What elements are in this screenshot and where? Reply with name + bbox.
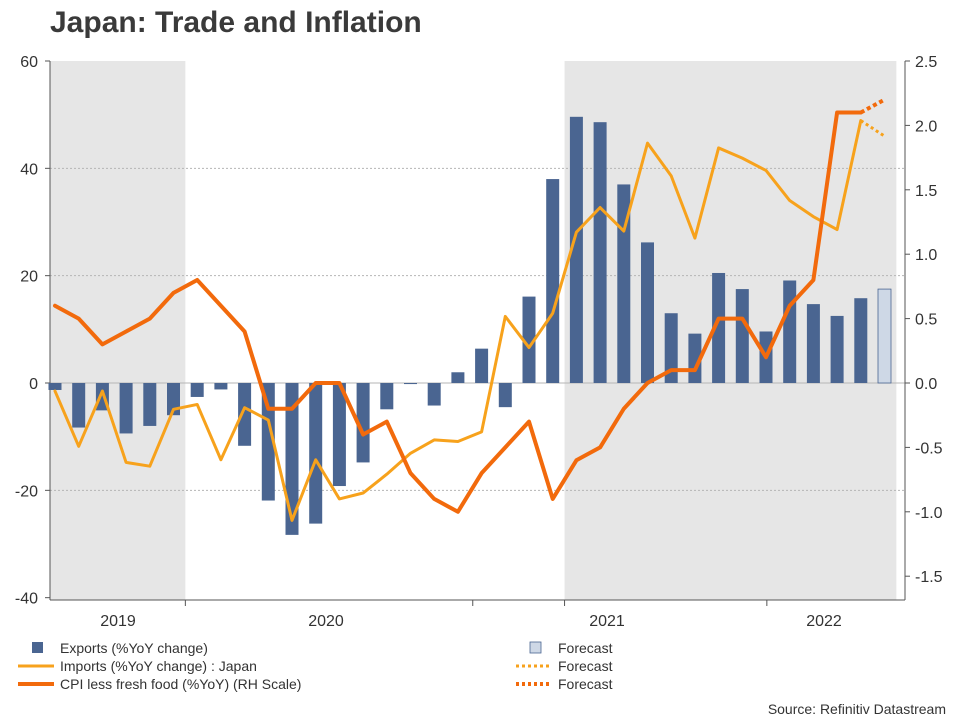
legend-label: Exports (%YoY change): [60, 640, 208, 656]
export-bar: [783, 280, 797, 383]
right-tick-label: 2.5: [915, 54, 937, 71]
export-bar: [72, 383, 86, 428]
imports-forecast-line: [859, 119, 886, 138]
cpi-line: [53, 110, 863, 514]
export-bar: [830, 315, 844, 383]
export-bar: [332, 383, 346, 487]
right-tick-label: 0.0: [915, 376, 937, 393]
right-tick-label: 1.5: [915, 183, 937, 200]
year-label-2022: 2022: [806, 613, 842, 630]
year-label-2021: 2021: [589, 613, 625, 630]
legend-label: Imports (%YoY change) : Japan: [60, 658, 257, 674]
right-tick-label: -1.5: [915, 569, 943, 586]
export-bar: [356, 383, 370, 463]
export-bar: [498, 383, 512, 408]
export-bar: [712, 272, 726, 383]
export-bar: [451, 372, 465, 383]
export-bar: [380, 383, 394, 410]
export-bar: [143, 383, 157, 426]
export-bar: [593, 122, 607, 384]
export-bar: [427, 383, 441, 406]
right-tick-label: 2.0: [915, 118, 937, 135]
export-bar: [546, 179, 560, 383]
left-tick-label: 60: [20, 54, 38, 71]
chart-title: Japan: Trade and Inflation: [50, 6, 422, 39]
export-bar: [641, 242, 654, 383]
right-tick-label: -1.0: [915, 505, 943, 522]
export-bar: [238, 383, 252, 446]
export-bar: [404, 383, 417, 385]
year-label-2019: 2019: [100, 613, 136, 630]
forecast-bar: [877, 288, 892, 384]
export-bar: [522, 296, 536, 383]
export-bar: [617, 184, 631, 383]
export-bar: [48, 383, 62, 390]
export-bar: [854, 298, 868, 383]
export-bar: [475, 348, 489, 383]
legend-label: CPI less fresh food (%YoY) (RH Scale): [60, 676, 301, 692]
left-tick-label: 0: [29, 376, 38, 393]
imports-line: [53, 119, 863, 522]
export-bar: [285, 383, 299, 535]
export-bar: [735, 289, 749, 383]
shaded-period-0: [50, 61, 186, 600]
left-tick-label: -40: [15, 591, 38, 608]
export-bar: [569, 116, 583, 384]
right-tick-label: -0.5: [915, 440, 943, 457]
shaded-period-1: [564, 61, 897, 600]
year-label-2020: 2020: [308, 613, 344, 630]
export-bar: [309, 383, 323, 524]
right-tick-label: 0.5: [915, 312, 937, 329]
export-bar: [806, 304, 820, 383]
left-tick-label: -20: [15, 483, 38, 500]
source-note: Source: Refinitiv Datastream: [768, 701, 946, 717]
left-tick-label: 20: [20, 269, 38, 286]
export-bar: [119, 383, 133, 434]
legend-label: Forecast: [558, 676, 613, 692]
left-tick-label: 40: [20, 161, 38, 178]
export-bar: [190, 383, 204, 397]
legend-label: Forecast: [558, 640, 613, 656]
legend-swatch: [32, 642, 43, 653]
cpi-forecast-line: [859, 97, 886, 115]
export-bar: [261, 383, 275, 501]
export-bar: [664, 313, 678, 383]
export-bar: [214, 383, 228, 390]
legend-label: Forecast: [558, 658, 613, 674]
right-tick-label: 1.0: [915, 247, 937, 264]
legend-swatch: [529, 641, 542, 654]
